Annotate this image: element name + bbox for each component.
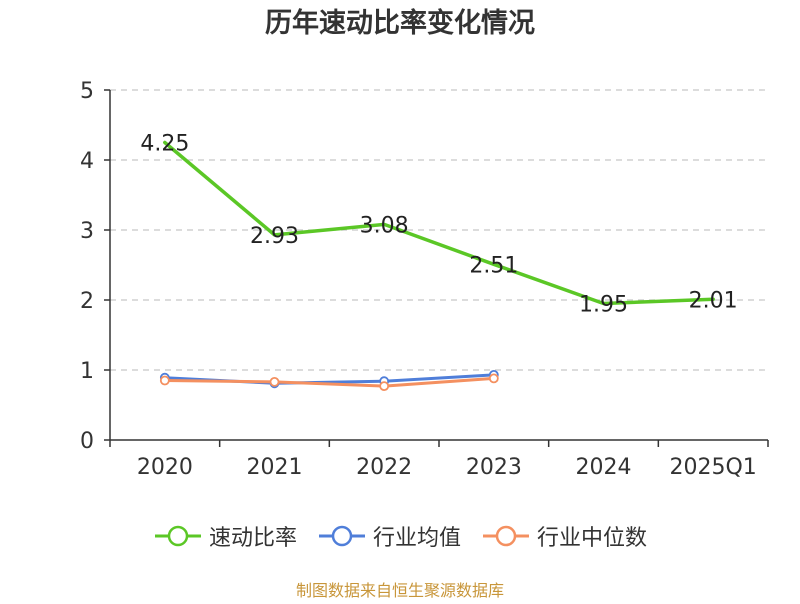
x-tick-label: 2023 (466, 455, 522, 480)
data-label: 4.25 (140, 132, 189, 157)
legend-item-quick-ratio[interactable]: 速动比率 (153, 520, 297, 552)
y-tick-label: 1 (80, 359, 94, 384)
series-line (163, 140, 715, 306)
legend-item-industry-median[interactable]: 行业中位数 (481, 520, 647, 552)
data-label: 2.93 (250, 224, 299, 249)
data-label: 2.51 (469, 253, 518, 278)
series-lines (159, 140, 715, 392)
series-line (163, 376, 496, 388)
y-tick-label: 3 (80, 219, 94, 244)
legend-label: 速动比率 (208, 526, 297, 551)
y-tick-label: 5 (80, 79, 94, 104)
data-label: 1.95 (579, 293, 628, 318)
source-note: 制图数据来自恒生聚源数据库 (295, 581, 504, 600)
data-point (269, 376, 280, 387)
x-tick-label: 2024 (576, 455, 632, 480)
x-tick-label: 2025Q1 (670, 455, 757, 480)
data-labels: 4.25 2.93 3.08 2.51 1.95 2.01 (140, 132, 737, 318)
x-tick-label: 2020 (137, 455, 193, 480)
legend-marker-icon (483, 525, 529, 547)
legend-label: 行业均值 (372, 526, 461, 551)
legend-label: 行业中位数 (537, 526, 648, 551)
y-tick-label: 0 (80, 429, 94, 454)
data-point (159, 375, 170, 386)
data-label: 3.08 (360, 213, 409, 238)
chart-title: 历年速动比率变化情况 (265, 7, 535, 39)
legend: 速动比率 行业均值 行业中位数 (0, 520, 800, 552)
y-tick-label: 4 (80, 149, 94, 174)
axes: 0 1 2 3 4 5 2020 2021 2022 2023 2024 2025Q1 (80, 79, 769, 480)
grid-lines (110, 89, 768, 371)
x-tick-label: 2022 (356, 455, 412, 480)
x-tick-label: 2021 (247, 455, 303, 480)
y-tick-label: 2 (80, 289, 94, 314)
data-point (379, 381, 390, 392)
legend-item-industry-mean[interactable]: 行业均值 (317, 520, 461, 552)
data-point (488, 373, 499, 384)
data-label: 2.01 (689, 288, 738, 313)
legend-marker-icon (318, 525, 365, 547)
legend-marker-icon (154, 525, 201, 547)
